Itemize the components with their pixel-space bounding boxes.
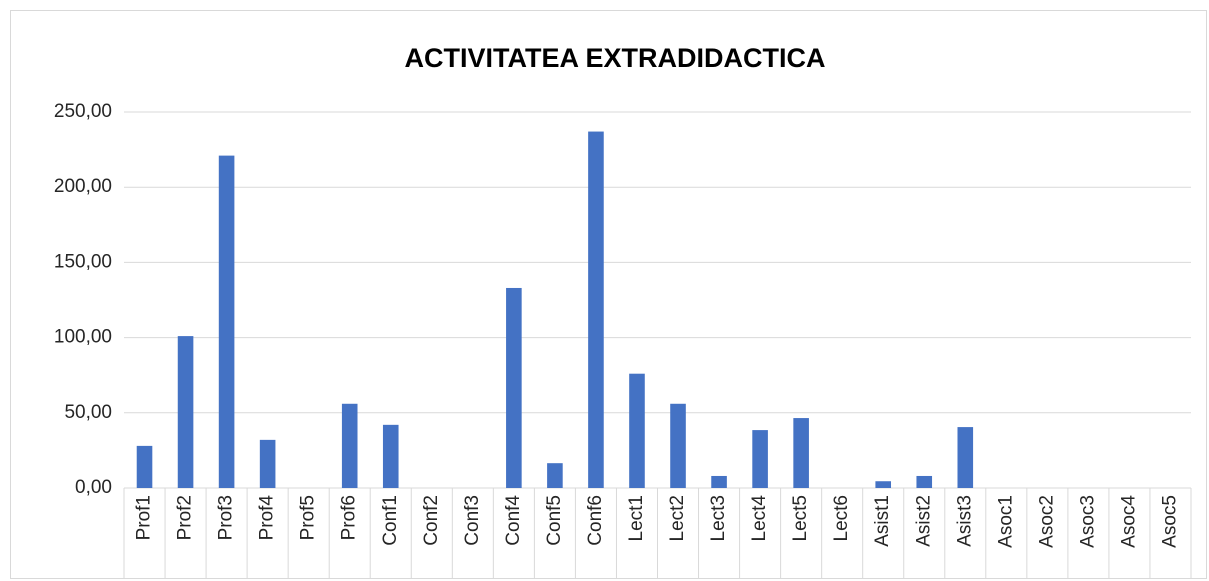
x-tick-label: Prof5	[298, 495, 319, 540]
y-tick-label: 50,00	[64, 402, 112, 423]
bar	[957, 427, 974, 488]
x-tick-label: Lect2	[667, 495, 688, 541]
bar	[875, 481, 892, 488]
bar	[259, 439, 276, 488]
x-tick-label: Lect3	[708, 495, 729, 541]
bar	[916, 475, 933, 488]
x-tick-label: Prof1	[134, 495, 155, 540]
x-tick-label: Prof3	[216, 495, 237, 540]
y-tick-label: 0,00	[75, 477, 112, 498]
bar	[382, 424, 399, 488]
x-tick-label: Prof4	[257, 495, 278, 541]
chart-title: ACTIVITATEA EXTRADIDACTICA	[405, 43, 826, 73]
x-tick-label: Lect6	[831, 495, 852, 541]
x-tick-label: Conf2	[421, 495, 442, 546]
x-tick-label: Lect4	[749, 495, 770, 542]
x-tick-label: Conf4	[503, 495, 524, 546]
x-tick-label: Conf6	[585, 495, 606, 546]
bar	[629, 373, 645, 488]
x-tick-label: Conf1	[380, 495, 401, 546]
y-tick-label: 250,00	[54, 101, 112, 122]
x-tick-label: Asoc3	[1077, 495, 1098, 548]
x-tick-label: Lect1	[626, 495, 647, 541]
x-tick-label: Asoc1	[995, 495, 1016, 548]
x-tick-label: Asoc2	[1036, 495, 1057, 548]
bar	[588, 131, 604, 488]
bar	[670, 403, 686, 488]
x-tick-label: Asist3	[954, 495, 975, 547]
y-tick-label: 100,00	[54, 327, 112, 348]
bar	[136, 445, 153, 488]
bar	[177, 336, 194, 488]
bar	[793, 418, 809, 488]
y-tick-label: 150,00	[54, 251, 112, 272]
x-tick-label: Prof2	[175, 495, 196, 540]
x-tick-label: Lect5	[790, 495, 811, 541]
bar	[218, 155, 235, 488]
y-tick-label: 200,00	[54, 176, 112, 197]
x-tick-label: Prof6	[339, 495, 360, 540]
x-tick-label: Asoc4	[1118, 495, 1139, 548]
x-tick-label: Conf5	[544, 495, 565, 546]
x-tick-label: Asist1	[872, 495, 893, 547]
chart-frame	[10, 10, 1207, 579]
x-tick-label: Conf3	[462, 495, 483, 546]
bar	[711, 475, 727, 488]
bar	[547, 463, 563, 488]
bar	[341, 403, 358, 488]
x-tick-label: Asoc5	[1159, 495, 1180, 548]
bar	[752, 430, 768, 488]
x-tick-label: Asist2	[913, 495, 934, 547]
bar	[506, 287, 522, 488]
